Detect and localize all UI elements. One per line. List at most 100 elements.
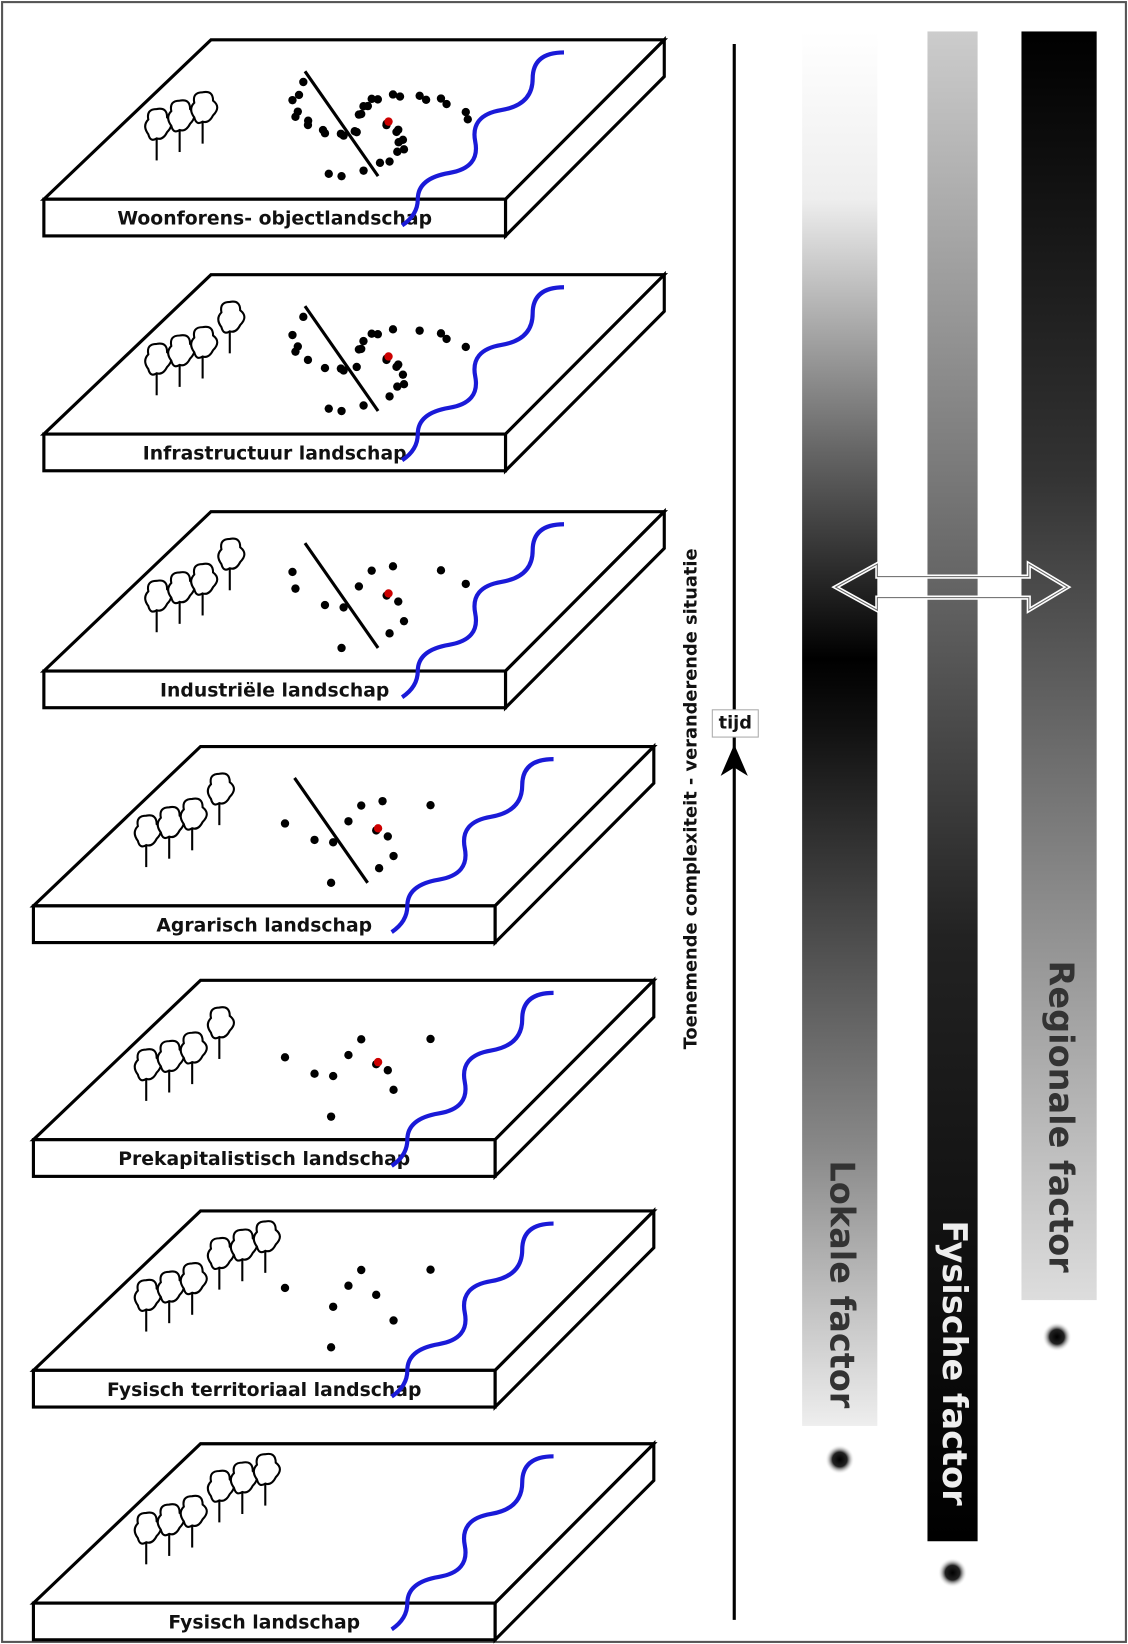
slab-top (29, 1209, 658, 1372)
tree-crown (252, 1220, 281, 1254)
time-label: tijd (719, 712, 752, 733)
slab-front (31, 904, 497, 945)
settlement (337, 643, 346, 653)
tree-crown (179, 1262, 208, 1296)
river (390, 1221, 554, 1399)
settlement (461, 579, 470, 589)
settlement (363, 101, 373, 111)
road (293, 777, 369, 884)
center (373, 1057, 383, 1067)
settlement (326, 1343, 336, 1352)
settlement (436, 329, 446, 338)
layer-label: Agrarisch landschap (156, 915, 372, 936)
river (390, 1454, 554, 1632)
settlement (357, 801, 366, 810)
settlement (337, 406, 346, 416)
bar-local (802, 31, 878, 1426)
road (303, 542, 380, 649)
dot (1042, 1322, 1072, 1352)
slab-front (42, 432, 508, 473)
settlement (421, 95, 431, 104)
tree-crown (190, 562, 219, 596)
settlement (357, 1265, 366, 1275)
settlement (373, 330, 382, 339)
layer-label: Woonforens- objectlandschap (117, 209, 432, 230)
axis-arrow (720, 744, 748, 776)
time-box (711, 709, 759, 738)
settlement (388, 562, 398, 571)
settlement (359, 336, 368, 346)
settlement (392, 362, 401, 371)
settlement (399, 616, 409, 626)
settlement (303, 355, 313, 365)
center (373, 824, 383, 833)
slab-top (29, 744, 658, 908)
settlement (463, 115, 472, 124)
bar-regional (1021, 31, 1097, 1301)
settlement (426, 1034, 435, 1044)
settlement (359, 401, 368, 410)
settlement (328, 1071, 338, 1081)
settlement (324, 404, 333, 413)
settlement (388, 90, 398, 99)
slab-top (39, 273, 669, 436)
center (384, 589, 393, 598)
tree-crown (190, 325, 219, 359)
settlement (280, 1053, 290, 1062)
slab-front (31, 1601, 497, 1642)
settlement (393, 382, 402, 391)
settlement (310, 1069, 319, 1078)
layer-label: Fysisch territoriaal landschap (107, 1380, 421, 1401)
settlement (461, 342, 470, 352)
river (390, 756, 554, 934)
slab-top (39, 38, 669, 201)
slab-front (42, 197, 508, 238)
settlement (442, 99, 451, 109)
settlement (373, 95, 382, 104)
settlement (326, 878, 336, 888)
road (303, 305, 380, 412)
tree-crown (179, 1494, 208, 1528)
settlement (291, 584, 300, 593)
layer-label: Fysisch landschap (168, 1613, 360, 1634)
tree-crown (217, 537, 246, 571)
settlement (303, 116, 313, 125)
settlement (336, 129, 346, 138)
settlement (392, 127, 401, 137)
slab-front (42, 669, 508, 710)
settlement (383, 832, 392, 841)
settlement (288, 95, 297, 105)
layer-label: Prekapitalistisch landschap (118, 1149, 410, 1170)
settlement (389, 851, 398, 861)
dot (825, 1444, 855, 1475)
settlement (359, 166, 368, 175)
settlement (394, 138, 403, 147)
dot (937, 1558, 968, 1588)
river (390, 990, 554, 1168)
settlement (436, 94, 446, 103)
river (400, 285, 565, 463)
settlement (378, 796, 387, 806)
settlement (328, 1302, 338, 1311)
tree-crown (206, 772, 235, 806)
settlement (344, 817, 353, 826)
settlement (344, 1281, 353, 1290)
settlement (326, 1112, 336, 1121)
center (384, 117, 393, 126)
settlement (385, 629, 394, 638)
settlement (339, 603, 348, 612)
factor-label: Fysische factor (935, 1220, 974, 1506)
settlement (293, 107, 302, 116)
slab-front (31, 1138, 497, 1178)
settlement (352, 362, 361, 372)
settlement (426, 1265, 435, 1274)
slab-top (39, 510, 669, 673)
settlement (372, 1290, 381, 1300)
tree-crown (179, 797, 208, 831)
tree-crown (252, 1452, 281, 1487)
settlement (367, 566, 376, 575)
settlement (395, 92, 405, 101)
settlement (367, 329, 376, 338)
settlement (336, 364, 346, 373)
settlement (357, 1035, 366, 1044)
